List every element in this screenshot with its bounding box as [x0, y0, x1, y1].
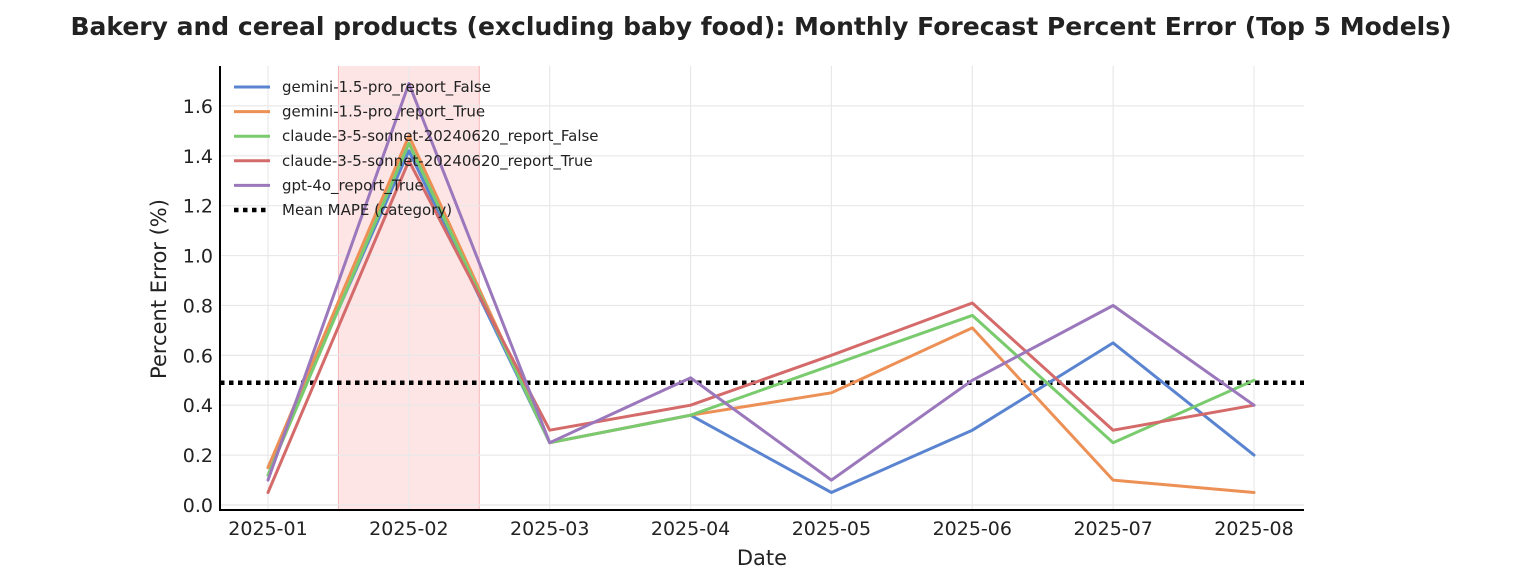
- legend-label: claude-3-5-sonnet-20240620_report_False: [282, 127, 599, 146]
- x-tick-label: 2025-01: [228, 518, 307, 540]
- legend-label: gemini-1.5-pro_report_True: [282, 103, 485, 122]
- legend-label: gemini-1.5-pro_report_False: [282, 78, 491, 97]
- series-line-1: [266, 149, 1256, 494]
- y-tick-label: 0.2: [183, 445, 213, 467]
- x-tick-labels: 2025-01 2025-02 2025-03 2025-04 2025-05 2025-…: [228, 518, 1293, 540]
- chart-title: Bakery and cereal products (excluding ba…: [70, 12, 1451, 41]
- legend-label: gpt-4o_report_True: [282, 176, 424, 195]
- series-line-2: [266, 134, 1256, 494]
- x-tick-label: 2025-06: [933, 518, 1012, 540]
- grid-lines: [220, 66, 1304, 510]
- series-line-5: [266, 82, 1256, 482]
- legend: gemini-1.5-pro_report_False gemini-1.5-pr…: [234, 78, 599, 219]
- y-tick-label: 1.6: [183, 96, 213, 118]
- y-tick-label: 1.4: [183, 146, 213, 168]
- y-tick-label: 0.6: [183, 345, 213, 367]
- y-tick-label: 0.0: [183, 495, 213, 517]
- y-tick-labels: 0.0 0.2 0.4 0.6 0.8 1.0 1.2 1.4 1.6: [183, 96, 213, 517]
- y-tick-label: 0.8: [183, 295, 213, 317]
- x-tick-label: 2025-05: [792, 518, 871, 540]
- series-line-3: [266, 141, 1256, 477]
- x-tick-label: 2025-07: [1073, 518, 1152, 540]
- y-tick-label: 0.4: [183, 395, 213, 417]
- series-line-4: [266, 159, 1256, 494]
- y-tick-label: 1.0: [183, 246, 213, 268]
- y-axis-label: Percent Error (%): [147, 199, 171, 379]
- x-tick-label: 2025-08: [1214, 518, 1293, 540]
- legend-label: claude-3-5-sonnet-20240620_report_True: [282, 152, 593, 171]
- axes: [219, 66, 1304, 511]
- x-tick-label: 2025-02: [369, 518, 448, 540]
- x-tick-label: 2025-04: [651, 518, 730, 540]
- x-tick-label: 2025-03: [510, 518, 589, 540]
- legend-label: Mean MAPE (category): [282, 201, 452, 219]
- y-tick-label: 1.2: [183, 196, 213, 218]
- series-layer: [220, 82, 1304, 494]
- x-axis-label: Date: [737, 546, 787, 570]
